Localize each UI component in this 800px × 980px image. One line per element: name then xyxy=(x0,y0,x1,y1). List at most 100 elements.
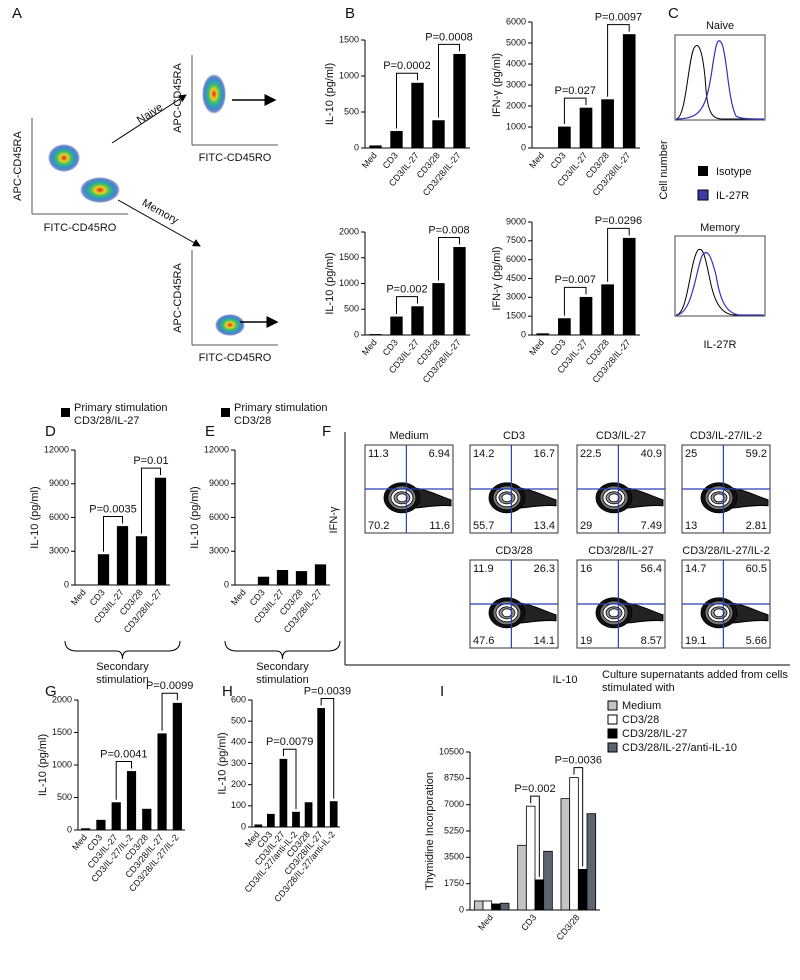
y-tick-label: 300 xyxy=(231,758,246,768)
quadrant-value: 29 xyxy=(580,520,592,532)
label: Secondary stimulation xyxy=(96,661,149,686)
y-tick-label: 2000 xyxy=(52,694,72,704)
plot-frame xyxy=(674,235,766,317)
y-axis-label: APC-CD45RA xyxy=(172,62,184,132)
wrapped-text: Primary stimulation CD3/28/IL-27 xyxy=(74,402,168,427)
bar xyxy=(304,802,313,828)
significance-bracket xyxy=(115,761,132,800)
p-value: P=0.0008 xyxy=(425,31,472,43)
density xyxy=(80,177,120,203)
panel-c: Naive Isotype IL-27R Cell number Memory … xyxy=(658,20,766,351)
panel-label: H xyxy=(222,683,233,700)
bar xyxy=(601,284,614,336)
y-tick-label: 1000 xyxy=(52,759,72,769)
legend-swatch xyxy=(61,408,70,417)
plot-title: CD3/28 xyxy=(495,545,532,557)
significance-bracket xyxy=(563,97,587,124)
y-tick-label: 1500 xyxy=(339,34,359,44)
y-tick-label: 9000 xyxy=(49,478,69,488)
y-tick-label: 7500 xyxy=(506,235,526,245)
quadrant-value: 11.6 xyxy=(429,520,450,532)
bar xyxy=(369,145,382,149)
y-tick-label: 1500 xyxy=(52,727,72,737)
bar xyxy=(577,868,588,911)
y-tick-label: 4000 xyxy=(506,58,526,68)
p-value: P=0.0041 xyxy=(100,748,147,760)
y-tick-label: 4500 xyxy=(506,273,526,283)
y-tick-label: 0 xyxy=(521,329,526,339)
x-tick-label: Med xyxy=(527,150,546,170)
significance-bracket xyxy=(530,795,540,877)
bar xyxy=(579,107,593,149)
label: Primary stimulation CD3/28/IL-27 xyxy=(74,402,168,427)
bar xyxy=(601,99,614,149)
quadrant-value: 70.2 xyxy=(368,520,389,532)
quadrant-value: 8.57 xyxy=(641,635,662,647)
bar xyxy=(317,708,325,828)
bar xyxy=(135,536,148,586)
quadrant-value: 14.1 xyxy=(534,635,555,647)
quadrant-value: 55.7 xyxy=(473,520,494,532)
y-tick-label: 2000 xyxy=(339,226,359,236)
y-tick-label: 200 xyxy=(231,779,246,789)
y-tick-label: 1000 xyxy=(506,121,526,131)
significance-bracket xyxy=(103,516,123,552)
bar xyxy=(257,576,270,586)
label: Secondary stimulation xyxy=(256,661,309,686)
quadrant-value: 25 xyxy=(685,448,697,460)
wrapped-text: Secondary stimulation xyxy=(256,661,309,686)
x-tick-label: CD3 xyxy=(381,337,400,357)
contour xyxy=(396,493,408,503)
label: Culture supernatants added from cells st… xyxy=(602,669,788,694)
histogram xyxy=(675,248,764,316)
bar xyxy=(411,306,424,336)
bar xyxy=(453,54,466,149)
y-tick-label: 8750 xyxy=(444,773,464,783)
label: Primary stimulation CD3/28 xyxy=(234,402,328,427)
bar xyxy=(491,903,501,911)
p-value: P=0.0035 xyxy=(89,503,136,515)
y-tick-label: 10500 xyxy=(439,746,464,756)
plot-title: Medium xyxy=(389,430,428,442)
plot-title: Naive xyxy=(706,20,734,32)
y-tick-label: 500 xyxy=(231,716,246,726)
quadrant-value: 13.4 xyxy=(534,520,555,532)
x-axis-label: IL-27R xyxy=(703,339,736,351)
significance-bracket xyxy=(396,296,418,314)
y-tick-label: 0 xyxy=(354,142,359,152)
y-axis-label: Cell number xyxy=(658,140,670,200)
quadrant-value: 6.94 xyxy=(429,448,450,460)
legend-label: Isotype xyxy=(716,166,751,178)
contour xyxy=(608,608,620,618)
quadrant-value: 5.66 xyxy=(746,635,767,647)
bar xyxy=(517,844,527,911)
y-tick-label: 100 xyxy=(231,800,246,810)
p-value: P=0.0002 xyxy=(383,60,430,72)
panel-label: I xyxy=(440,683,444,700)
wrapped-text: Culture supernatants added from cells st… xyxy=(602,669,788,694)
bar xyxy=(525,805,536,911)
p-value: P=0.0079 xyxy=(266,736,313,748)
bar xyxy=(390,131,403,149)
legend-swatch xyxy=(607,742,618,753)
y-tick-label: 5000 xyxy=(506,37,526,47)
y-tick-label: 0 xyxy=(67,824,72,834)
quadrant-value: 22.5 xyxy=(580,448,601,460)
bar xyxy=(558,126,571,149)
p-value: P=0.01 xyxy=(133,455,168,467)
bar xyxy=(172,702,182,831)
legend-swatch xyxy=(698,166,708,176)
bar xyxy=(534,879,545,911)
x-tick-label: CD3 xyxy=(381,150,400,170)
y-tick-label: 0 xyxy=(521,142,526,152)
density xyxy=(48,144,80,172)
y-tick-label: 0 xyxy=(241,821,246,831)
panel-label: G xyxy=(45,683,57,700)
p-value: P=0.0099 xyxy=(146,680,193,692)
significance-bracket xyxy=(563,286,587,316)
x-axis-label: FITC-CD45RO xyxy=(44,222,117,234)
panel-label: C xyxy=(668,5,679,22)
x-tick-label: Med xyxy=(360,337,379,357)
plot-title: CD3/28/IL-27 xyxy=(588,545,653,557)
